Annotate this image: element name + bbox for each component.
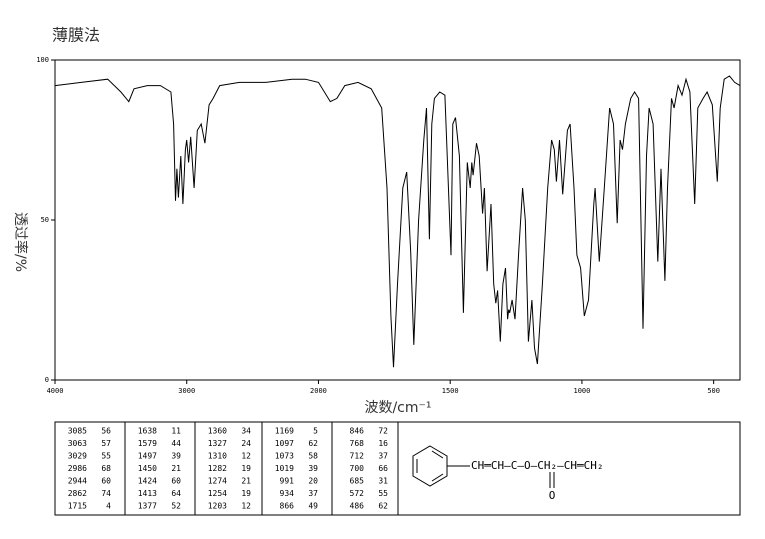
peak-transmittance: 62 (378, 502, 388, 511)
peak-transmittance: 66 (378, 464, 388, 473)
peak-transmittance: 39 (171, 452, 181, 461)
peak-wavenumber: 1327 (208, 439, 227, 448)
ring-bond (431, 473, 444, 482)
peak-transmittance: 74 (101, 489, 111, 498)
peak-transmittance: 55 (101, 452, 111, 461)
peak-wavenumber: 1579 (138, 439, 157, 448)
peak-transmittance: 44 (171, 439, 181, 448)
peak-transmittance: 31 (378, 477, 388, 486)
y-tick-label: 0 (45, 376, 49, 384)
chart-title: 薄膜法 (52, 26, 100, 45)
peak-transmittance: 37 (308, 489, 318, 498)
peak-wavenumber: 1097 (275, 439, 294, 448)
peak-wavenumber: 1073 (275, 452, 294, 461)
peak-wavenumber: 1310 (208, 452, 227, 461)
peak-wavenumber: 700 (350, 464, 365, 473)
peak-wavenumber: 3063 (68, 439, 87, 448)
peak-wavenumber: 1274 (208, 477, 227, 486)
peak-transmittance: 57 (101, 439, 111, 448)
peak-transmittance: 72 (378, 427, 388, 436)
x-axis-label: 波数/cm⁻¹ (364, 400, 431, 416)
peak-wavenumber: 685 (350, 477, 365, 486)
y-axis-label: 透过率/% (12, 212, 29, 272)
peak-wavenumber: 486 (350, 502, 365, 511)
peak-wavenumber: 1254 (208, 489, 227, 498)
peak-transmittance: 60 (101, 477, 111, 486)
peak-wavenumber: 3085 (68, 427, 87, 436)
peak-wavenumber: 1450 (138, 464, 157, 473)
benzene-ring (412, 445, 448, 487)
x-tick-label: 500 (707, 387, 720, 395)
peak-wavenumber: 1638 (138, 427, 157, 436)
peak-transmittance: 20 (308, 477, 318, 486)
peak-transmittance: 56 (101, 427, 111, 436)
peak-wavenumber: 3029 (68, 452, 87, 461)
peak-wavenumber: 1019 (275, 464, 294, 473)
peak-wavenumber: 1169 (275, 427, 294, 436)
peak-transmittance: 24 (241, 439, 251, 448)
peak-transmittance: 62 (308, 439, 318, 448)
x-tick-label: 4000 (47, 387, 64, 395)
peak-wavenumber: 1203 (208, 502, 227, 511)
peak-transmittance: 12 (241, 502, 251, 511)
peak-transmittance: 37 (378, 452, 388, 461)
ring-bond (431, 450, 444, 459)
peak-wavenumber: 866 (280, 502, 295, 511)
peak-wavenumber: 2944 (68, 477, 87, 486)
peak-transmittance: 4 (106, 502, 111, 511)
peak-wavenumber: 934 (280, 489, 295, 498)
chain-formula: CH═CH—C—O—CH₂—CH═CH₂ (471, 459, 603, 472)
peak-transmittance: 49 (308, 502, 318, 511)
peak-wavenumber: 1413 (138, 489, 157, 498)
peak-wavenumber: 1377 (138, 502, 157, 511)
peak-wavenumber: 1497 (138, 452, 157, 461)
peak-transmittance: 60 (171, 477, 181, 486)
peak-wavenumber: 991 (280, 477, 295, 486)
peak-wavenumber: 2862 (68, 489, 87, 498)
peak-wavenumber: 1282 (208, 464, 227, 473)
y-tick-label: 50 (41, 216, 49, 224)
peak-transmittance: 11 (171, 427, 181, 436)
peak-transmittance: 55 (378, 489, 388, 498)
peak-transmittance: 21 (241, 477, 251, 486)
peak-wavenumber: 1360 (208, 427, 227, 436)
plot-frame (54, 59, 741, 381)
peak-transmittance: 52 (171, 502, 181, 511)
x-tick-label: 1000 (573, 387, 590, 395)
peak-transmittance: 64 (171, 489, 181, 498)
peak-wavenumber: 1715 (68, 502, 87, 511)
peak-transmittance: 19 (241, 464, 251, 473)
peak-transmittance: 39 (308, 464, 318, 473)
peak-wavenumber: 1424 (138, 477, 157, 486)
carbonyl-oxygen: O (549, 489, 556, 502)
peak-transmittance: 12 (241, 452, 251, 461)
peak-transmittance: 19 (241, 489, 251, 498)
y-tick-label: 100 (36, 56, 49, 64)
peak-transmittance: 58 (308, 452, 318, 461)
peak-wavenumber: 2986 (68, 464, 87, 473)
peak-wavenumber: 572 (350, 489, 365, 498)
spectrum-line (54, 75, 741, 368)
peak-wavenumber: 712 (350, 452, 365, 461)
x-tick-label: 1500 (442, 387, 459, 395)
peak-wavenumber: 768 (350, 439, 365, 448)
peak-transmittance: 16 (378, 439, 388, 448)
peak-transmittance: 68 (101, 464, 111, 473)
peak-transmittance: 34 (241, 427, 251, 436)
x-tick-label: 3000 (178, 387, 195, 395)
peak-wavenumber: 846 (350, 427, 365, 436)
x-tick-label: 2000 (310, 387, 327, 395)
peak-transmittance: 21 (171, 464, 181, 473)
peak-transmittance: 5 (313, 427, 318, 436)
